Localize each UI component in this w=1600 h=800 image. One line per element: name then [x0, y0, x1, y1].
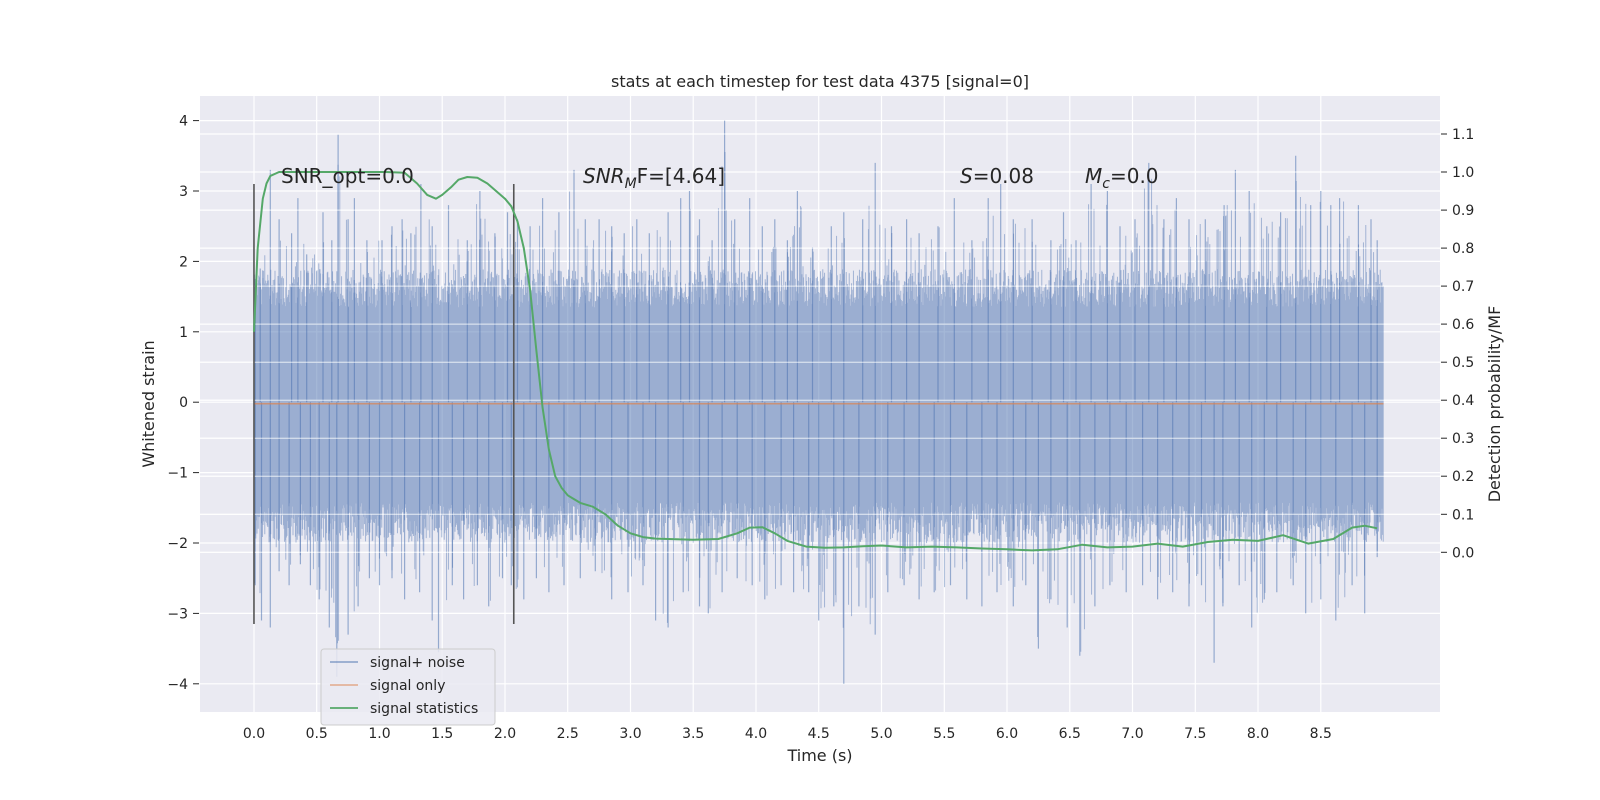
x-tick-label: 8.0: [1247, 726, 1269, 742]
annotation-snr-mf-main: SNR: [583, 164, 625, 188]
x-tick-label: 7.5: [1184, 726, 1206, 742]
y-tick-label-right: 0.5: [1452, 355, 1474, 371]
annotation-s-rest: =0.08: [973, 164, 1034, 188]
x-tick-label: 3.5: [682, 726, 704, 742]
y-tick-label-right: 0.9: [1452, 203, 1474, 219]
y-axis-label: Whitened strain: [139, 340, 158, 467]
x-tick-label: 8.5: [1310, 726, 1332, 742]
y-axis-label-right: Detection probability/MF: [1485, 306, 1504, 503]
annotation-s-main: S: [960, 164, 973, 188]
x-tick-label: 6.0: [996, 726, 1018, 742]
y-tick-label-right: 0.0: [1452, 545, 1474, 561]
annotation-snr-mf-sub: M: [625, 176, 637, 192]
y-tick-label: −3: [167, 606, 188, 622]
x-tick-label: 4.0: [745, 726, 767, 742]
x-tick-label: 6.5: [1059, 726, 1081, 742]
y-tick-label-right: 1.0: [1452, 165, 1474, 181]
y-tick-label: 3: [179, 184, 188, 200]
x-tick-label: 1.5: [431, 726, 453, 742]
y-tick-label-right: 0.3: [1452, 431, 1474, 447]
legend-box: [320, 648, 496, 726]
x-tick-label: 1.0: [368, 726, 390, 742]
y-tick-label-right: 0.4: [1452, 393, 1474, 409]
x-tick-label: 5.5: [933, 726, 955, 742]
x-tick-label: 3.0: [619, 726, 641, 742]
y-tick-label-right: 0.8: [1452, 241, 1474, 257]
annotation-mc-sub: c: [1102, 176, 1110, 192]
annotation-mc-main: M: [1085, 164, 1102, 188]
ticks-layer: 0.0 0.5 1.0 1.5 2.0 2.5 3.0 3.5 4.0 4.5 5.0 5.5 6.0 6…: [167, 114, 1474, 742]
y-tick-label: 4: [179, 114, 188, 130]
annotation-snr-mf: SNRMF=[4.64]: [583, 164, 725, 192]
y-tick-label: 2: [179, 254, 188, 270]
annotation-s: S=0.08: [960, 164, 1034, 188]
x-tick-label: 2.5: [557, 726, 579, 742]
x-axis-label: Time (s): [786, 746, 852, 765]
x-tick-label: 0.0: [243, 726, 265, 742]
y-tick-label-right: 1.1: [1452, 127, 1474, 143]
y-tick-label: −1: [167, 466, 188, 482]
annotation-mc-rest: =0.0: [1110, 164, 1159, 188]
noise-layer: [200, 120, 1440, 684]
y-tick-label-right: 0.7: [1452, 279, 1474, 295]
legend-label-signal-statistics: signal statistics: [370, 701, 478, 717]
y-tick-label-right: 0.6: [1452, 317, 1474, 333]
y-tick-label-right: 0.1: [1452, 507, 1474, 523]
legend-label-signal-noise: signal+ noise: [370, 655, 465, 671]
legend: signal+ noise signal only signal statist…: [320, 648, 496, 726]
y-tick-label: 0: [179, 395, 188, 411]
legend-label-signal-only: signal only: [370, 678, 445, 694]
annotation-snr-opt: SNR_opt=0.0: [281, 164, 414, 188]
x-tick-label: 0.5: [306, 726, 328, 742]
line-layer: [253, 171, 1384, 624]
series-signal-statistics: [253, 171, 1378, 552]
annotation-snr-mf-rest: F=[4.64]: [637, 164, 725, 188]
x-tick-label: 2.0: [494, 726, 516, 742]
y-tick-label: −4: [167, 677, 188, 693]
x-tick-label: 4.5: [808, 726, 830, 742]
y-tick-label: 1: [179, 325, 188, 341]
y-tick-label-right: 0.2: [1452, 469, 1474, 485]
chart-title: stats at each timestep for test data 437…: [611, 72, 1029, 91]
annotation-mc: Mc=0.0: [1085, 164, 1159, 192]
x-tick-label: 5.0: [870, 726, 892, 742]
x-tick-label: 7.0: [1121, 726, 1143, 742]
y-tick-label: −2: [167, 536, 188, 552]
